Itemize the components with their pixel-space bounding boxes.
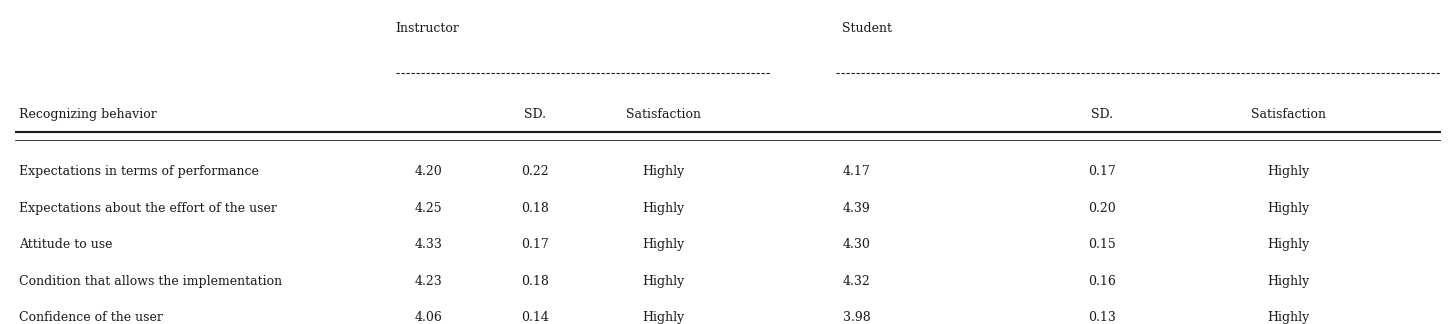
Text: 4.23: 4.23 [415,274,443,288]
Text: 3.98: 3.98 [843,311,871,324]
Text: SD.: SD. [1091,108,1112,121]
Text: Highly: Highly [1268,202,1310,214]
Text: Expectations in terms of performance: Expectations in terms of performance [19,165,259,178]
Text: 0.17: 0.17 [521,238,549,251]
Text: Highly: Highly [1268,165,1310,178]
Text: Satisfaction: Satisfaction [626,108,702,121]
Text: 0.18: 0.18 [521,202,549,214]
Text: 4.33: 4.33 [415,238,443,251]
Text: 0.20: 0.20 [1088,202,1115,214]
Text: Highly: Highly [642,202,684,214]
Text: 0.17: 0.17 [1088,165,1115,178]
Text: Attitude to use: Attitude to use [19,238,112,251]
Text: 4.32: 4.32 [843,274,871,288]
Text: SD.: SD. [524,108,546,121]
Text: Expectations about the effort of the user: Expectations about the effort of the use… [19,202,277,214]
Text: 0.15: 0.15 [1088,238,1115,251]
Text: 0.16: 0.16 [1088,274,1115,288]
Text: 4.30: 4.30 [843,238,871,251]
Text: 0.22: 0.22 [521,165,549,178]
Text: Highly: Highly [642,274,684,288]
Text: 0.13: 0.13 [1088,311,1115,324]
Text: Satisfaction: Satisfaction [1251,108,1326,121]
Text: 4.20: 4.20 [415,165,443,178]
Text: Instructor: Instructor [396,22,460,35]
Text: Student: Student [842,22,893,35]
Text: Highly: Highly [642,165,684,178]
Text: Condition that allows the implementation: Condition that allows the implementation [19,274,282,288]
Text: 4.06: 4.06 [415,311,443,324]
Text: Confidence of the user: Confidence of the user [19,311,163,324]
Text: 4.39: 4.39 [843,202,871,214]
Text: Highly: Highly [1268,311,1310,324]
Text: Recognizing behavior: Recognizing behavior [19,108,157,121]
Text: Highly: Highly [1268,238,1310,251]
Text: Highly: Highly [1268,274,1310,288]
Text: 0.18: 0.18 [521,274,549,288]
Text: Highly: Highly [642,238,684,251]
Text: 4.25: 4.25 [415,202,443,214]
Text: 4.17: 4.17 [843,165,871,178]
Text: Highly: Highly [642,311,684,324]
Text: 0.14: 0.14 [521,311,549,324]
